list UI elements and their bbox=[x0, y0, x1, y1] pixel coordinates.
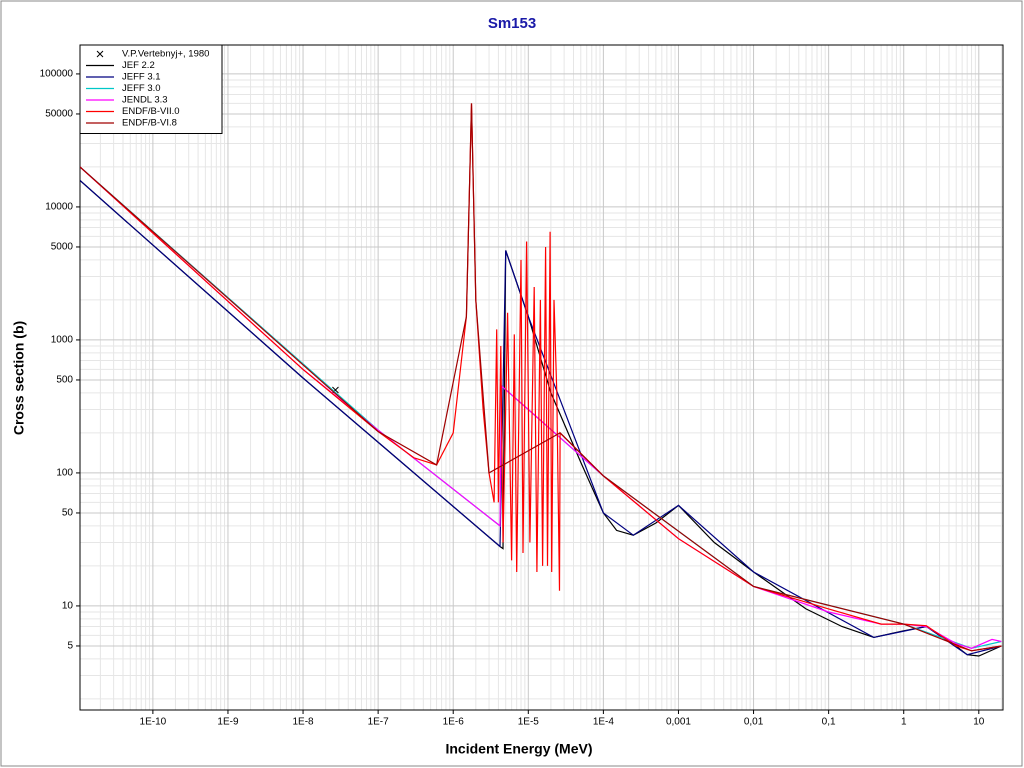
x-tick-label: 1E-5 bbox=[518, 717, 540, 728]
x-tick-label: 1E-8 bbox=[292, 717, 314, 728]
chart-title: Sm153 bbox=[488, 15, 536, 32]
y-tick-label: 500 bbox=[56, 375, 73, 386]
x-tick-label: 10 bbox=[973, 717, 985, 728]
y-tick-label: 5 bbox=[67, 641, 73, 652]
x-tick-label: 1E-10 bbox=[140, 717, 167, 728]
y-axis-label: Cross section (b) bbox=[11, 321, 27, 435]
y-tick-label: 50000 bbox=[45, 109, 73, 120]
y-tick-label: 100000 bbox=[40, 69, 74, 80]
y-tick-label: 100 bbox=[56, 468, 73, 479]
x-tick-label: 0,1 bbox=[822, 717, 836, 728]
legend-label: ENDF/B-VII.0 bbox=[122, 106, 180, 117]
y-tick-label: 5000 bbox=[51, 242, 74, 253]
x-tick-label: 1E-6 bbox=[443, 717, 465, 728]
legend-label: JEF 2.2 bbox=[122, 60, 155, 71]
x-axis-label: Incident Energy (MeV) bbox=[445, 741, 592, 757]
x-tick-label: 1E-9 bbox=[217, 717, 239, 728]
x-tick-label: 1E-7 bbox=[368, 717, 390, 728]
y-tick-label: 1000 bbox=[51, 335, 74, 346]
y-tick-label: 10000 bbox=[45, 202, 73, 213]
x-tick-label: 0,01 bbox=[744, 717, 764, 728]
y-tick-label: 50 bbox=[62, 508, 74, 519]
x-tick-label: 1E-4 bbox=[593, 717, 615, 728]
x-tick-label: 1 bbox=[901, 717, 907, 728]
y-tick-label: 10 bbox=[62, 601, 74, 612]
legend-label: JEFF 3.1 bbox=[122, 72, 161, 83]
legend-label: V.P.Vertebnyj+, 1980 bbox=[122, 49, 209, 60]
legend-marker bbox=[96, 50, 104, 58]
legend-box bbox=[79, 44, 223, 134]
legend-label: JENDL 3.3 bbox=[122, 95, 168, 106]
legend-label: ENDF/B-VI.8 bbox=[122, 118, 177, 129]
plot-area bbox=[79, 44, 1004, 711]
legend-label: JEFF 3.0 bbox=[122, 83, 161, 94]
series-line bbox=[80, 103, 1002, 652]
x-tick-label: 0,001 bbox=[666, 717, 691, 728]
